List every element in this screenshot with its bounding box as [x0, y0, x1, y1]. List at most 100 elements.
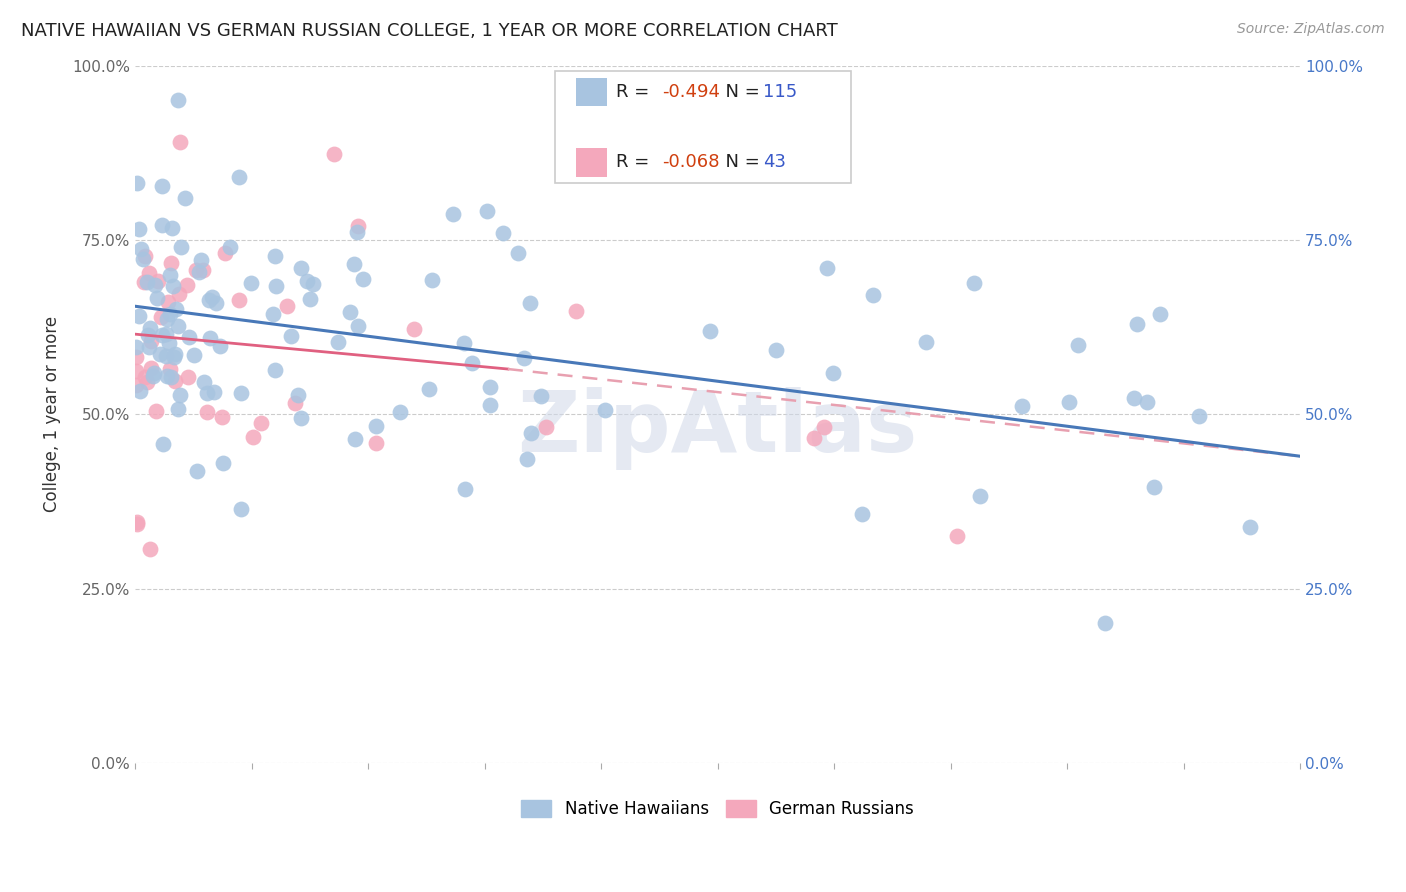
Point	[765, 343, 787, 357]
Point	[565, 304, 588, 318]
Point	[198, 293, 221, 308]
Point	[211, 410, 233, 425]
Point	[150, 218, 173, 232]
Point	[534, 420, 557, 434]
Point	[150, 179, 173, 194]
Point	[477, 203, 499, 218]
Point	[276, 299, 298, 313]
Point	[284, 395, 307, 409]
Point	[141, 361, 163, 376]
Point	[1011, 399, 1033, 413]
Point	[347, 319, 370, 334]
Point	[138, 327, 160, 342]
Point	[492, 226, 515, 240]
Text: R =: R =	[616, 153, 655, 171]
Text: 115: 115	[763, 83, 797, 101]
Point	[290, 261, 312, 276]
Point	[366, 435, 388, 450]
Point	[160, 370, 183, 384]
Point	[454, 483, 477, 497]
Point	[352, 272, 374, 286]
Point	[176, 370, 198, 384]
Point	[1188, 409, 1211, 424]
Point	[347, 219, 370, 233]
Point	[287, 388, 309, 402]
Point	[214, 246, 236, 260]
Point	[512, 351, 534, 365]
Point	[404, 322, 426, 336]
Point	[155, 327, 177, 342]
Point	[249, 416, 271, 430]
Point	[167, 93, 190, 107]
Point	[1067, 338, 1090, 352]
Point	[169, 388, 191, 402]
Point	[205, 296, 228, 310]
Point	[167, 287, 190, 301]
Point	[170, 239, 193, 253]
Point	[132, 252, 155, 267]
Point	[263, 363, 285, 377]
Point	[519, 426, 541, 441]
Point	[506, 246, 529, 260]
Point	[295, 274, 318, 288]
Point	[228, 293, 250, 307]
Point	[420, 273, 443, 287]
Point	[143, 278, 166, 293]
Point	[1136, 395, 1159, 409]
Point	[1059, 395, 1081, 409]
Point	[478, 380, 501, 394]
Point	[125, 177, 148, 191]
Point	[328, 335, 350, 350]
Point	[1149, 307, 1171, 321]
Point	[231, 385, 253, 400]
Point	[159, 307, 181, 321]
Point	[219, 240, 242, 254]
Point	[264, 279, 287, 293]
Point	[190, 252, 212, 267]
Text: ZipAtlas: ZipAtlas	[517, 387, 918, 470]
Point	[125, 378, 148, 392]
Point	[1094, 615, 1116, 630]
Point	[159, 361, 181, 376]
Point	[162, 278, 184, 293]
Point	[240, 276, 263, 290]
Point	[479, 398, 502, 412]
Text: 43: 43	[763, 153, 786, 171]
Point	[198, 331, 221, 345]
Point	[323, 147, 346, 161]
Y-axis label: College, 1 year or more: College, 1 year or more	[44, 317, 60, 512]
Text: N =: N =	[714, 83, 766, 101]
Point	[262, 308, 284, 322]
Point	[343, 256, 366, 270]
Point	[298, 292, 321, 306]
Point	[146, 291, 169, 305]
Text: R =: R =	[616, 83, 655, 101]
Point	[138, 266, 160, 280]
Point	[815, 260, 838, 275]
Point	[160, 256, 183, 270]
Point	[125, 364, 148, 378]
Point	[453, 335, 475, 350]
Point	[173, 191, 195, 205]
Point	[176, 277, 198, 292]
Point	[1239, 519, 1261, 533]
Point	[184, 263, 207, 277]
Point	[290, 411, 312, 425]
Point	[212, 456, 235, 470]
Point	[129, 242, 152, 256]
Point	[127, 517, 149, 532]
Text: Source: ZipAtlas.com: Source: ZipAtlas.com	[1237, 22, 1385, 37]
Point	[945, 529, 967, 543]
Text: -0.494: -0.494	[662, 83, 720, 101]
Point	[167, 319, 190, 334]
Point	[264, 249, 287, 263]
Point	[152, 437, 174, 451]
Point	[183, 348, 205, 362]
Point	[963, 276, 986, 290]
Point	[229, 501, 252, 516]
Point	[242, 430, 264, 444]
Point	[1123, 391, 1146, 405]
Point	[280, 328, 302, 343]
Point	[364, 418, 387, 433]
Point	[516, 451, 538, 466]
